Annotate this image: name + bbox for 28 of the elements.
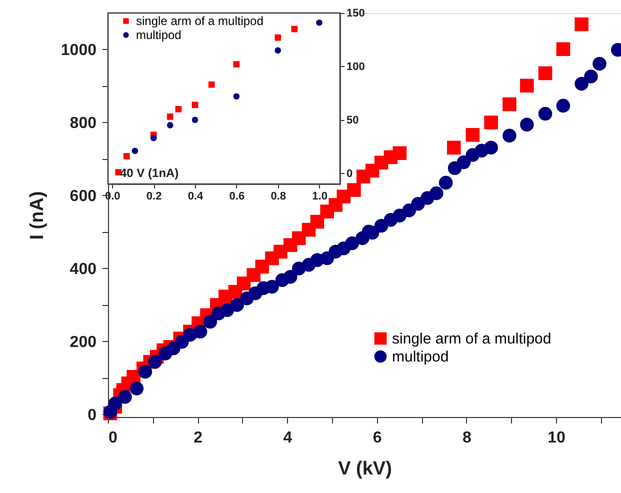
x-tick-label: 0 — [108, 430, 118, 446]
x-tick-label: 1.0 — [312, 190, 328, 202]
y-tick-label: 1000 — [60, 42, 97, 59]
x-axis-title: V (kV) — [338, 458, 392, 480]
y-tick-label: 400 — [70, 260, 97, 278]
x-tick-label: 0.2 — [146, 190, 162, 202]
legend-label: single arm of a multipod — [136, 14, 264, 28]
x-tick-label: 0.8 — [270, 190, 286, 202]
annotation: 40 V (1nA) — [120, 166, 179, 180]
legend-label: single arm of a multipod — [392, 330, 552, 348]
y-axis-title: I (nA) — [26, 191, 48, 240]
x-tick-label: 0.4 — [188, 190, 204, 202]
y-tick-label: 600 — [70, 188, 97, 205]
y-tick-label: 50 — [346, 114, 359, 126]
x-tick-label: 8 — [462, 430, 472, 446]
y-tick-label: 200 — [70, 334, 97, 351]
y-tick-label: 100 — [346, 60, 365, 73]
legend-label: multipod — [392, 348, 449, 366]
x-tick-label: 6 — [372, 430, 382, 446]
x-tick-label: 4 — [283, 430, 292, 446]
x-tick-label: 2 — [194, 430, 203, 446]
x-tick-label: 0.6 — [229, 190, 245, 202]
legend-label: multipod — [136, 28, 182, 42]
x-tick-label: 10 — [548, 430, 566, 446]
y-tick-label: 150 — [346, 8, 365, 20]
y-tick-label: 800 — [70, 114, 97, 132]
y-tick-label: 0 — [346, 168, 353, 180]
y-tick-label: 0 — [88, 406, 97, 424]
